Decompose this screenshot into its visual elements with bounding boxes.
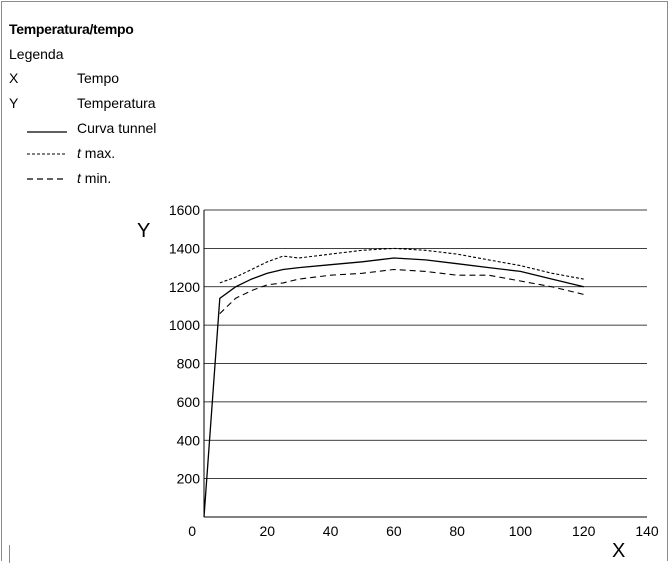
y-tick-label-1600: 1600 (169, 202, 200, 218)
legend-swatch-dashed (27, 178, 67, 180)
legend-swatch-solid (27, 131, 67, 133)
legend-label-tmax: t max. (77, 145, 115, 161)
legend-entry-tunnel: Curva tunnel (9, 120, 249, 138)
x-tick-label-120: 120 (572, 523, 596, 539)
frame-bottom-tick (9, 545, 10, 563)
y-axis-label: Y (137, 220, 150, 242)
y-tick-label-1400: 1400 (169, 240, 200, 256)
series-line-2 (219, 268, 584, 314)
tmin-suffix: min. (80, 170, 112, 186)
y-tick-label-1000: 1000 (169, 317, 200, 333)
chart-title: Temperatura/tempo (9, 21, 134, 37)
legend-swatch-dashdot (27, 153, 67, 155)
y-tick-label-200: 200 (177, 471, 201, 487)
y-tick-label-600: 600 (177, 394, 201, 410)
series-line-1 (219, 247, 584, 284)
x-tick-label-100: 100 (509, 523, 533, 539)
x-tick-label-140: 140 (635, 523, 659, 539)
x-axis-label: X (612, 540, 625, 562)
series-line-0 (203, 257, 584, 518)
legend-key-y: Y (9, 95, 19, 111)
legend-label-x: Tempo (77, 70, 120, 86)
legend-label-tunnel: Curva tunnel (77, 120, 157, 136)
legend-label-y: Temperatura (77, 95, 156, 111)
tmax-prefix: t (77, 145, 81, 161)
legend-entry-tmin: t min. (9, 170, 249, 188)
y-tick-label-800: 800 (177, 356, 201, 372)
x-tick-label-60: 60 (386, 523, 402, 539)
legend-key-x: X (9, 70, 19, 86)
x-tick-label-40: 40 (323, 523, 339, 539)
y-tick-label-1200: 1200 (169, 279, 200, 295)
legend-heading: Legenda (9, 46, 64, 62)
y-tick-label-400: 400 (177, 432, 201, 448)
tmin-prefix: t (77, 170, 81, 186)
legend-entry-tmax: t max. (9, 145, 249, 163)
tmax-suffix: max. (80, 145, 116, 161)
x-tick-label-80: 80 (449, 523, 465, 539)
origin-label: 0 (188, 523, 196, 539)
x-tick-label-20: 20 (259, 523, 275, 539)
legend-label-tmin: t min. (77, 170, 111, 186)
